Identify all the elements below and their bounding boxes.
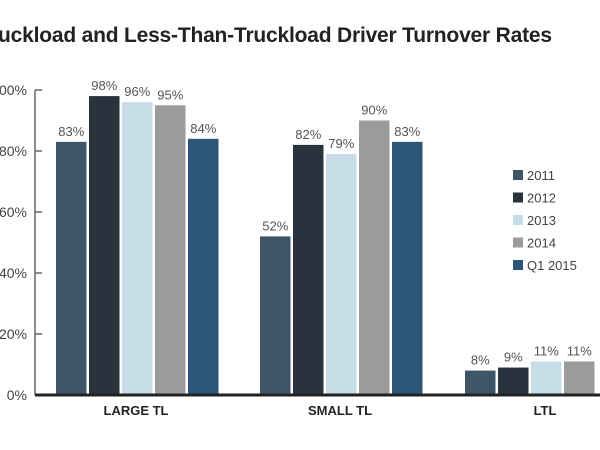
bar-2014: [155, 105, 186, 395]
bar-2011: [465, 370, 496, 395]
y-tick-label: 80%: [0, 143, 27, 159]
legend-swatch: [513, 192, 523, 203]
bar-2012: [498, 367, 529, 395]
bar-2014: [564, 361, 595, 395]
data-label: 83%: [394, 124, 420, 139]
data-label: 83%: [58, 124, 84, 139]
bar-q1-2015: [188, 138, 219, 396]
bar-2013: [122, 102, 153, 395]
legend-label: Q1 2015: [527, 258, 577, 273]
data-label: 84%: [190, 121, 216, 136]
data-label: 52%: [262, 218, 288, 233]
legend-label: 2013: [527, 213, 556, 228]
y-tick-label: 100%: [0, 82, 27, 98]
y-tick-label: 60%: [0, 204, 27, 220]
bar-2012: [293, 144, 324, 395]
bar-2011: [56, 141, 87, 395]
data-label: 96%: [124, 84, 150, 99]
bar-q1-2015: [392, 141, 423, 395]
x-category-label: LARGE TL: [104, 403, 169, 418]
data-label: 9%: [504, 350, 523, 365]
x-category-label: SMALL TL: [308, 403, 372, 418]
data-label: 82%: [295, 127, 321, 142]
legend-swatch: [513, 260, 523, 270]
bar-2014: [359, 120, 390, 395]
legend-swatch: [513, 215, 523, 225]
bar-2013: [326, 154, 357, 395]
data-label: 8%: [471, 353, 490, 368]
legend-swatch: [513, 170, 523, 180]
chart-title: uckload and Less-Than-Truckload Driver T…: [0, 24, 552, 47]
y-tick-label: 20%: [0, 326, 27, 342]
legend-swatch: [513, 237, 523, 248]
data-label: 95%: [157, 87, 183, 102]
y-tick-label: 40%: [0, 265, 27, 281]
bar-2011: [260, 236, 291, 395]
legend-label: 2011: [527, 168, 555, 183]
bar-2013: [531, 361, 562, 395]
data-label: 98%: [91, 78, 117, 93]
data-label: 11%: [567, 343, 592, 358]
data-label: 11%: [534, 343, 559, 358]
x-category-label: LTL: [534, 403, 557, 418]
data-label: 79%: [328, 136, 354, 151]
legend-label: 2012: [527, 191, 556, 206]
legend-label: 2014: [527, 236, 556, 251]
bar-2012: [89, 96, 120, 395]
y-tick-label: 0%: [7, 387, 27, 403]
data-label: 90%: [361, 103, 387, 118]
